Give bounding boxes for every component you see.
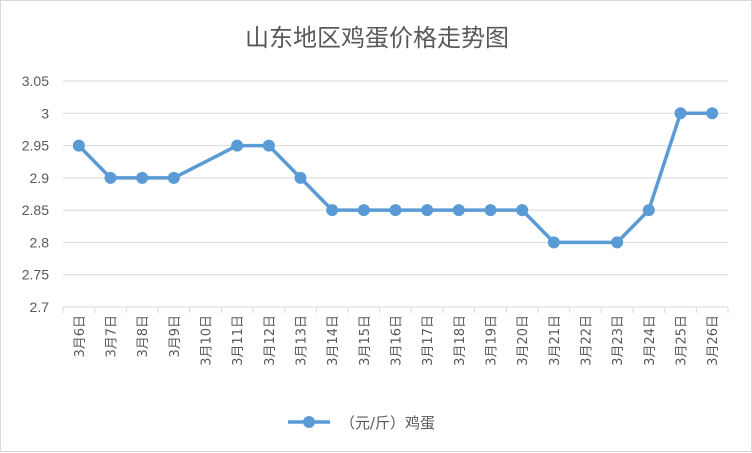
x-tick-label: 3月14日 xyxy=(326,315,341,366)
y-tick-label: 2.8 xyxy=(30,234,50,250)
x-tick-label: 3月23日 xyxy=(611,315,626,366)
data-point xyxy=(611,236,624,249)
legend-label: （元/斤）鸡蛋 xyxy=(340,414,435,432)
data-point xyxy=(421,204,434,217)
x-tick-label: 3月9日 xyxy=(168,315,183,358)
y-tick-label: 2.7 xyxy=(30,299,50,315)
x-tick-label: 3月8日 xyxy=(136,315,151,358)
data-point xyxy=(642,204,655,217)
x-tick-label: 3月7日 xyxy=(105,315,120,358)
data-point xyxy=(516,204,529,217)
x-axis-ticks: 3月6日 3月7日 3月8日 3月9日 3月10日 3月11日 3月12日 3月13日 3月14… xyxy=(62,307,729,366)
y-tick-label: 2.85 xyxy=(22,202,49,218)
y-tick-label: 3 xyxy=(41,105,49,121)
series-layer xyxy=(72,107,719,249)
x-tick-label: 3月17日 xyxy=(421,315,436,366)
x-tick-label: 3月24日 xyxy=(643,315,658,366)
x-tick-label: 3月10日 xyxy=(200,315,215,366)
y-tick-label: 2.9 xyxy=(30,170,50,186)
data-point xyxy=(104,171,117,184)
chart-title: 山东地区鸡蛋价格走势图 xyxy=(245,24,509,52)
gridlines xyxy=(63,80,728,308)
data-point xyxy=(231,139,244,152)
data-point xyxy=(674,107,687,120)
data-point xyxy=(357,204,370,217)
x-tick-label: 3月6日 xyxy=(73,315,88,358)
data-point xyxy=(484,204,497,217)
legend[interactable]: （元/斤）鸡蛋 xyxy=(288,414,435,432)
data-point xyxy=(72,139,85,152)
x-tick-label: 3月12日 xyxy=(263,315,278,366)
data-point xyxy=(136,171,149,184)
x-tick-label: 3月26日 xyxy=(706,315,721,366)
data-point xyxy=(389,204,402,217)
y-tick-label: 2.95 xyxy=(22,138,49,154)
x-tick-label: 3月13日 xyxy=(295,315,310,366)
x-tick-label: 3月16日 xyxy=(390,315,405,366)
data-point xyxy=(262,139,275,152)
x-tick-label: 3月22日 xyxy=(580,315,595,366)
data-point xyxy=(167,171,180,184)
x-tick-label: 3月18日 xyxy=(453,315,468,366)
y-tick-label: 3.05 xyxy=(22,73,49,89)
data-point xyxy=(452,204,465,217)
x-tick-label: 3月25日 xyxy=(675,315,690,366)
data-point xyxy=(294,171,307,184)
x-tick-label: 3月21日 xyxy=(548,315,563,366)
data-point xyxy=(326,204,339,217)
data-point xyxy=(706,107,719,120)
y-axis-ticks: 2.7 2.75 2.8 2.85 2.9 2.95 3 3.05 xyxy=(22,73,49,315)
y-tick-label: 2.75 xyxy=(22,267,49,283)
x-tick-label: 3月20日 xyxy=(516,315,531,366)
x-tick-label: 3月15日 xyxy=(358,315,373,366)
legend-dot-marker xyxy=(303,416,315,428)
x-tick-label: 3月11日 xyxy=(231,315,246,366)
data-point xyxy=(547,236,560,249)
x-tick-label: 3月19日 xyxy=(485,315,500,366)
